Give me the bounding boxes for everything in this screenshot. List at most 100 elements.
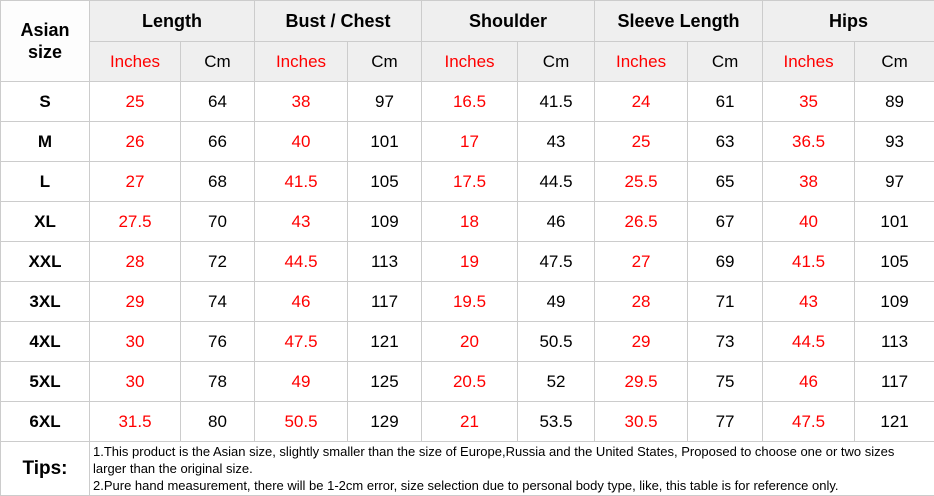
inches-value: 30 xyxy=(90,362,181,402)
cm-value: 101 xyxy=(855,202,934,242)
cm-value: 64 xyxy=(181,82,255,122)
cm-value: 117 xyxy=(348,282,422,322)
cm-value: 89 xyxy=(855,82,934,122)
table-header: Asian size Length Bust / Chest Shoulder … xyxy=(1,1,934,82)
inches-value: 18 xyxy=(422,202,518,242)
cm-value: 129 xyxy=(348,402,422,442)
cm-value: 53.5 xyxy=(518,402,595,442)
cm-value: 65 xyxy=(688,162,763,202)
cm-value: 125 xyxy=(348,362,422,402)
group-header-bust-chest: Bust / Chest xyxy=(255,1,422,42)
inches-value: 46 xyxy=(255,282,348,322)
size-label: 6XL xyxy=(1,402,90,442)
inches-value: 46 xyxy=(763,362,855,402)
cm-value: 101 xyxy=(348,122,422,162)
group-header-shoulder: Shoulder xyxy=(422,1,595,42)
tips-row: Tips: 1.This product is the Asian size, … xyxy=(1,442,934,496)
cm-value: 93 xyxy=(855,122,934,162)
size-label: M xyxy=(1,122,90,162)
cm-value: 49 xyxy=(518,282,595,322)
inches-value: 44.5 xyxy=(255,242,348,282)
cm-value: 73 xyxy=(688,322,763,362)
size-label: S xyxy=(1,82,90,122)
cm-value: 63 xyxy=(688,122,763,162)
inches-value: 47.5 xyxy=(763,402,855,442)
inches-value: 19 xyxy=(422,242,518,282)
size-label: 5XL xyxy=(1,362,90,402)
cm-value: 97 xyxy=(348,82,422,122)
unit-header-inches: Inches xyxy=(255,42,348,82)
inches-value: 29 xyxy=(90,282,181,322)
inches-value: 40 xyxy=(255,122,348,162)
inches-value: 26.5 xyxy=(595,202,688,242)
cm-value: 43 xyxy=(518,122,595,162)
cm-value: 117 xyxy=(855,362,934,402)
inches-value: 41.5 xyxy=(255,162,348,202)
cm-value: 41.5 xyxy=(518,82,595,122)
inches-value: 21 xyxy=(422,402,518,442)
inches-value: 27.5 xyxy=(90,202,181,242)
cm-value: 66 xyxy=(181,122,255,162)
size-label: L xyxy=(1,162,90,202)
size-label: XXL xyxy=(1,242,90,282)
cm-value: 68 xyxy=(181,162,255,202)
inches-value: 20.5 xyxy=(422,362,518,402)
inches-value: 44.5 xyxy=(763,322,855,362)
inches-value: 43 xyxy=(763,282,855,322)
unit-header-cm: Cm xyxy=(181,42,255,82)
inches-value: 28 xyxy=(595,282,688,322)
size-label: XL xyxy=(1,202,90,242)
inches-value: 40 xyxy=(763,202,855,242)
inches-value: 19.5 xyxy=(422,282,518,322)
inches-value: 25.5 xyxy=(595,162,688,202)
unit-header-cm: Cm xyxy=(688,42,763,82)
inches-value: 36.5 xyxy=(763,122,855,162)
cm-value: 74 xyxy=(181,282,255,322)
size-label: 4XL xyxy=(1,322,90,362)
inches-value: 41.5 xyxy=(763,242,855,282)
unit-header-inches: Inches xyxy=(422,42,518,82)
inches-value: 27 xyxy=(595,242,688,282)
inches-value: 24 xyxy=(595,82,688,122)
inches-value: 17 xyxy=(422,122,518,162)
group-header-sleeve-length: Sleeve Length xyxy=(595,1,763,42)
cm-value: 80 xyxy=(181,402,255,442)
inches-value: 38 xyxy=(255,82,348,122)
cm-value: 47.5 xyxy=(518,242,595,282)
cm-value: 113 xyxy=(855,322,934,362)
cm-value: 72 xyxy=(181,242,255,282)
inches-value: 27 xyxy=(90,162,181,202)
inches-value: 31.5 xyxy=(90,402,181,442)
cm-value: 50.5 xyxy=(518,322,595,362)
cm-value: 61 xyxy=(688,82,763,122)
cm-value: 67 xyxy=(688,202,763,242)
cm-value: 69 xyxy=(688,242,763,282)
unit-header-inches: Inches xyxy=(595,42,688,82)
unit-header-row: Inches Cm Inches Cm Inches Cm Inches Cm … xyxy=(1,42,934,82)
group-header-hips: Hips xyxy=(763,1,934,42)
cm-value: 76 xyxy=(181,322,255,362)
group-header-length: Length xyxy=(90,1,255,42)
inches-value: 16.5 xyxy=(422,82,518,122)
inches-value: 38 xyxy=(763,162,855,202)
inches-value: 47.5 xyxy=(255,322,348,362)
cm-value: 97 xyxy=(855,162,934,202)
cm-value: 52 xyxy=(518,362,595,402)
table-footer: Tips: 1.This product is the Asian size, … xyxy=(1,442,934,496)
inches-value: 25 xyxy=(90,82,181,122)
inches-value: 43 xyxy=(255,202,348,242)
cm-value: 109 xyxy=(348,202,422,242)
inches-value: 29.5 xyxy=(595,362,688,402)
tips-text: 1.This product is the Asian size, slight… xyxy=(90,442,934,496)
inches-value: 26 xyxy=(90,122,181,162)
inches-value: 17.5 xyxy=(422,162,518,202)
